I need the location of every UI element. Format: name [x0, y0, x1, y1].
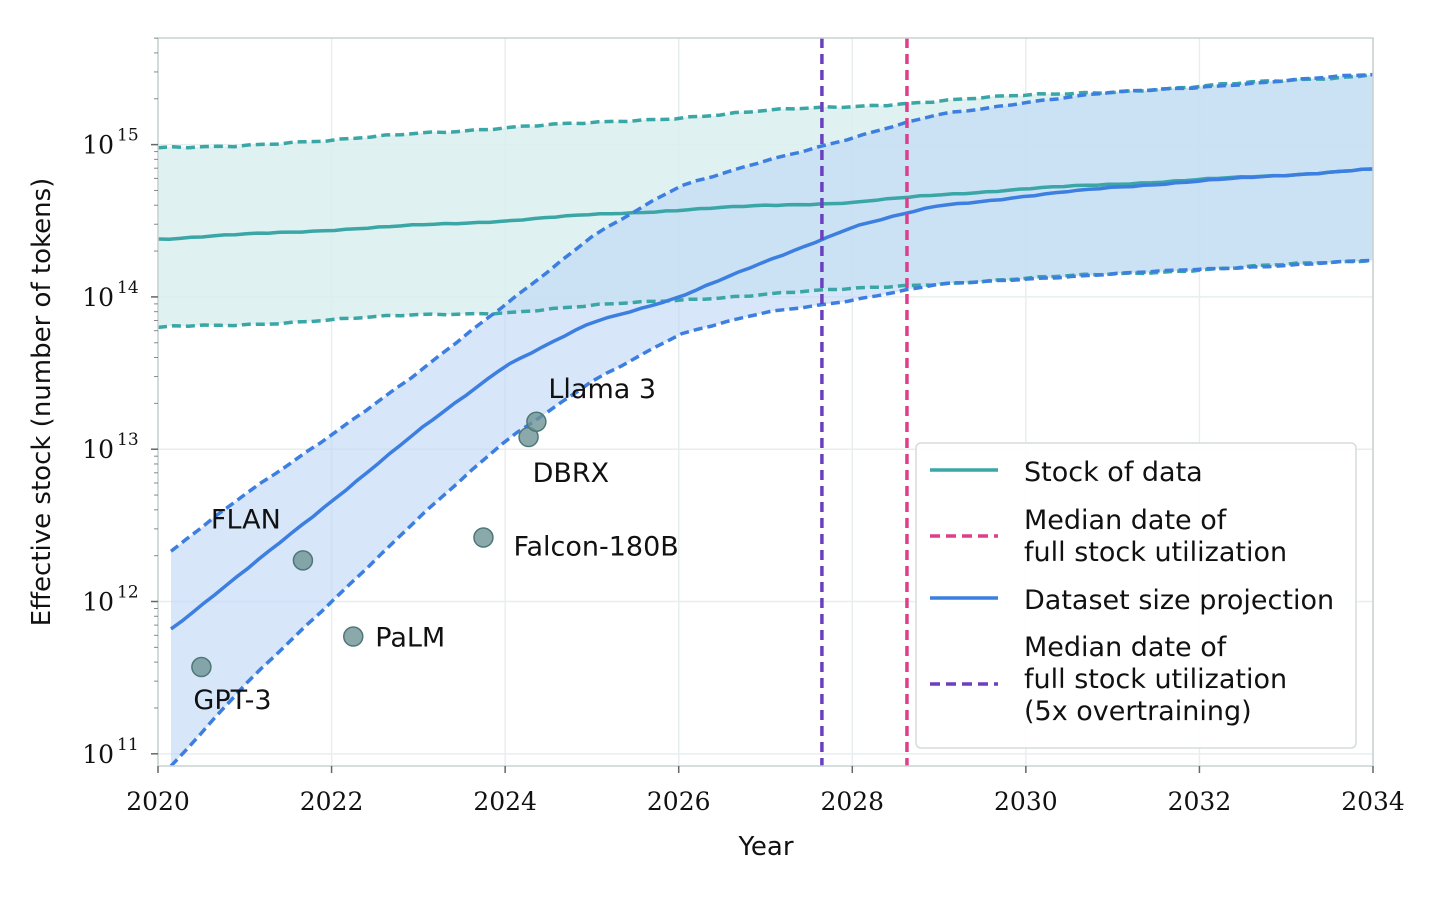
model-point-label: DBRX: [533, 458, 610, 489]
y-tick-label: 10: [82, 131, 114, 160]
y-tick-label: 10: [82, 283, 114, 312]
x-axis-title: Year: [737, 832, 793, 862]
model-points: GPT-3 FLAN PaLM Falcon-180B DBRX Llama 3: [191, 374, 679, 716]
x-tick-label: 2022: [300, 787, 364, 816]
legend-label: full stock utilization: [1024, 537, 1287, 568]
model-point-label: Falcon-180B: [513, 532, 678, 563]
y-axis-title: Effective stock (number of tokens): [27, 178, 57, 627]
legend-label: Median date of: [1024, 505, 1228, 536]
model-point-label: GPT-3: [193, 685, 271, 716]
confidence-bands: [158, 74, 1373, 766]
vertical-lines: [820, 38, 909, 766]
model-point: [191, 656, 212, 678]
x-tick-label: 2026: [647, 787, 711, 816]
model-point-label: FLAN: [211, 504, 281, 535]
series-lines: [158, 72, 1373, 766]
model-point: [526, 411, 547, 433]
y-tick-exponent: 12: [117, 583, 139, 603]
legend-label: full stock utilization: [1024, 664, 1287, 695]
y-tick-exponent: 15: [117, 126, 139, 146]
y-tick-label: 10: [82, 435, 114, 464]
model-point: [292, 550, 314, 571]
legend-label: Dataset size projection: [1024, 585, 1334, 616]
legend-label: Median date of: [1024, 632, 1228, 663]
series-median-line: [169, 167, 1373, 631]
model-point-label: Llama 3: [548, 374, 656, 405]
legend-label: Stock of data: [1024, 457, 1203, 488]
series-upper-bound: [158, 72, 1373, 150]
series-lower-bound: [169, 258, 1373, 766]
x-tick-label: 2030: [994, 787, 1058, 816]
model-point-label: PaLM: [375, 623, 445, 654]
model-point: [473, 527, 494, 548]
y-tick-exponent: 13: [117, 430, 139, 450]
x-tick-label: 2034: [1341, 787, 1405, 816]
x-tick-label: 2028: [820, 787, 884, 816]
y-tick-exponent: 11: [117, 735, 139, 755]
legend-label: (5x overtraining): [1024, 696, 1252, 727]
y-tick-label: 10: [82, 588, 114, 617]
confidence-band: [171, 74, 1373, 766]
y-tick-label: 10: [82, 740, 114, 769]
x-axis: 2020 2022 2024 2026 2028 2030 2032 2034: [126, 766, 1405, 816]
legend-frame: [915, 442, 1357, 749]
model-point: [343, 626, 364, 647]
series-median-line: [158, 167, 1373, 241]
x-tick-label: 2024: [473, 787, 537, 816]
x-tick-label: 2032: [1168, 787, 1232, 816]
y-tick-exponent: 14: [117, 278, 139, 298]
plot-frame: [157, 37, 1374, 767]
x-tick-label: 2020: [126, 787, 190, 816]
